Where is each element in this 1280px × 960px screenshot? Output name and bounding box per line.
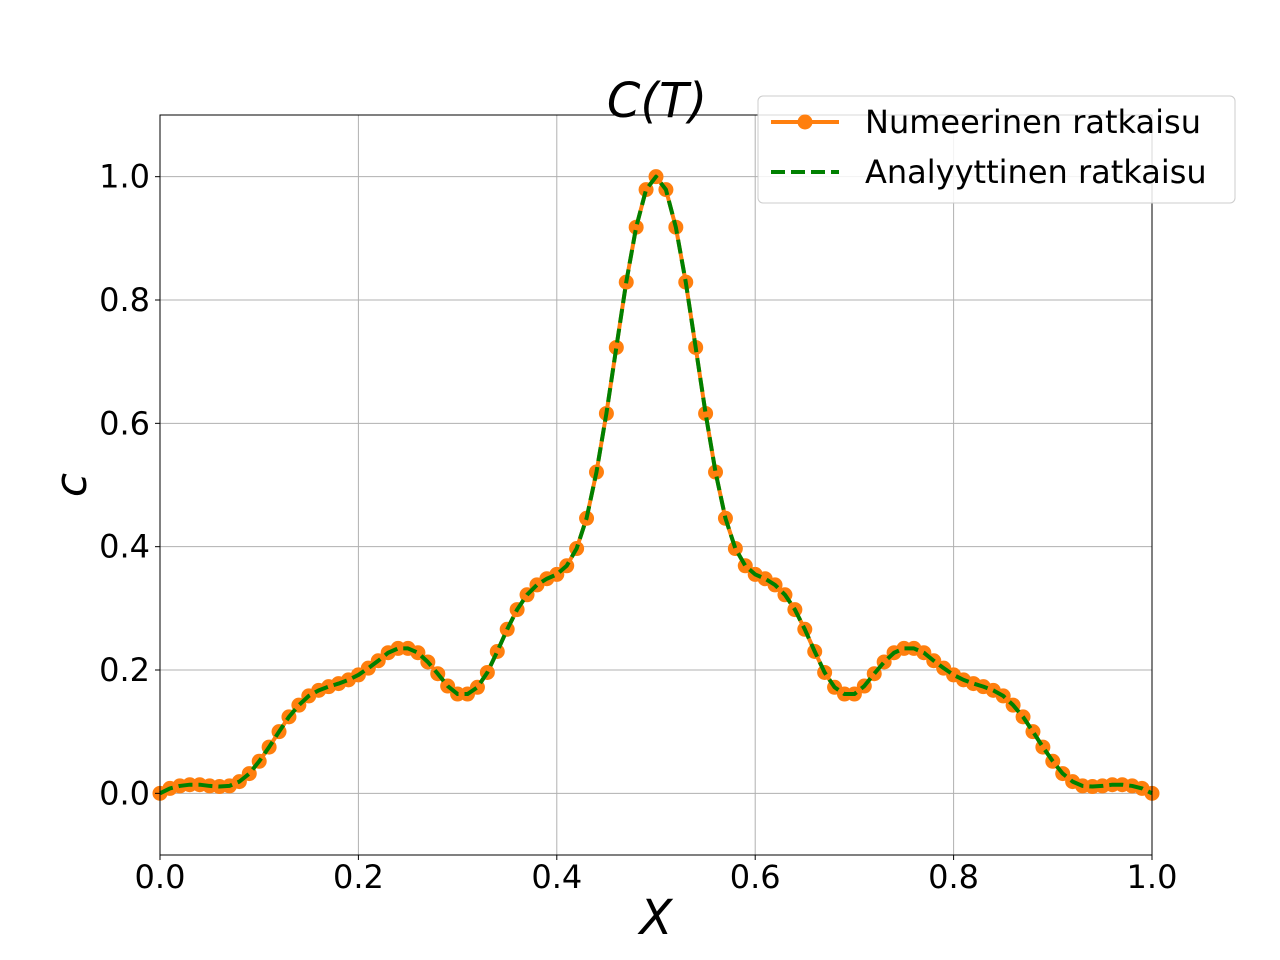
legend-box — [757, 95, 1236, 204]
legend: Numeerinen ratkaisu Analyyttinen ratkais… — [757, 95, 1236, 204]
axis-ticks: 0.0 0.2 0.4 0.6 0.8 1.0 0.0 0.2 0.4 0.6 0.8 1.0 — [99, 158, 1177, 896]
chart-title: C(T) — [607, 73, 707, 129]
x-tick-label: 1.0 — [1127, 858, 1178, 896]
y-tick-label: 0.6 — [99, 404, 150, 442]
x-tick-label: 0.8 — [928, 858, 979, 896]
data-point — [628, 219, 644, 235]
x-axis-label: X — [637, 890, 674, 946]
data-point — [708, 464, 724, 480]
data-point — [608, 339, 624, 355]
plot-frame — [159, 114, 1153, 856]
legend-marker-numeerinen — [797, 114, 813, 130]
x-tick-label: 0.4 — [531, 858, 582, 896]
x-tick-label: 0.0 — [135, 858, 186, 896]
data-point — [698, 405, 714, 421]
x-tick-label: 0.6 — [730, 858, 781, 896]
series-line-analyyttinen — [159, 174, 1153, 796]
legend-label-numeerinen: Numeerinen ratkaisu — [865, 103, 1201, 141]
y-tick-label: 0.8 — [99, 281, 150, 319]
y-tick-label: 0.0 — [99, 774, 150, 812]
y-tick-label: 0.2 — [99, 651, 150, 689]
data-point — [727, 541, 743, 557]
legend-label-analyyttinen: Analyyttinen ratkaisu — [865, 153, 1207, 191]
y-tick-label: 1.0 — [99, 158, 150, 196]
x-tick-label: 0.2 — [333, 858, 384, 896]
y-tick-label: 0.4 — [99, 528, 150, 566]
data-point — [489, 644, 505, 659]
plot-series — [152, 169, 1160, 801]
y-axis-label: c — [46, 473, 97, 497]
grid — [159, 115, 1153, 855]
